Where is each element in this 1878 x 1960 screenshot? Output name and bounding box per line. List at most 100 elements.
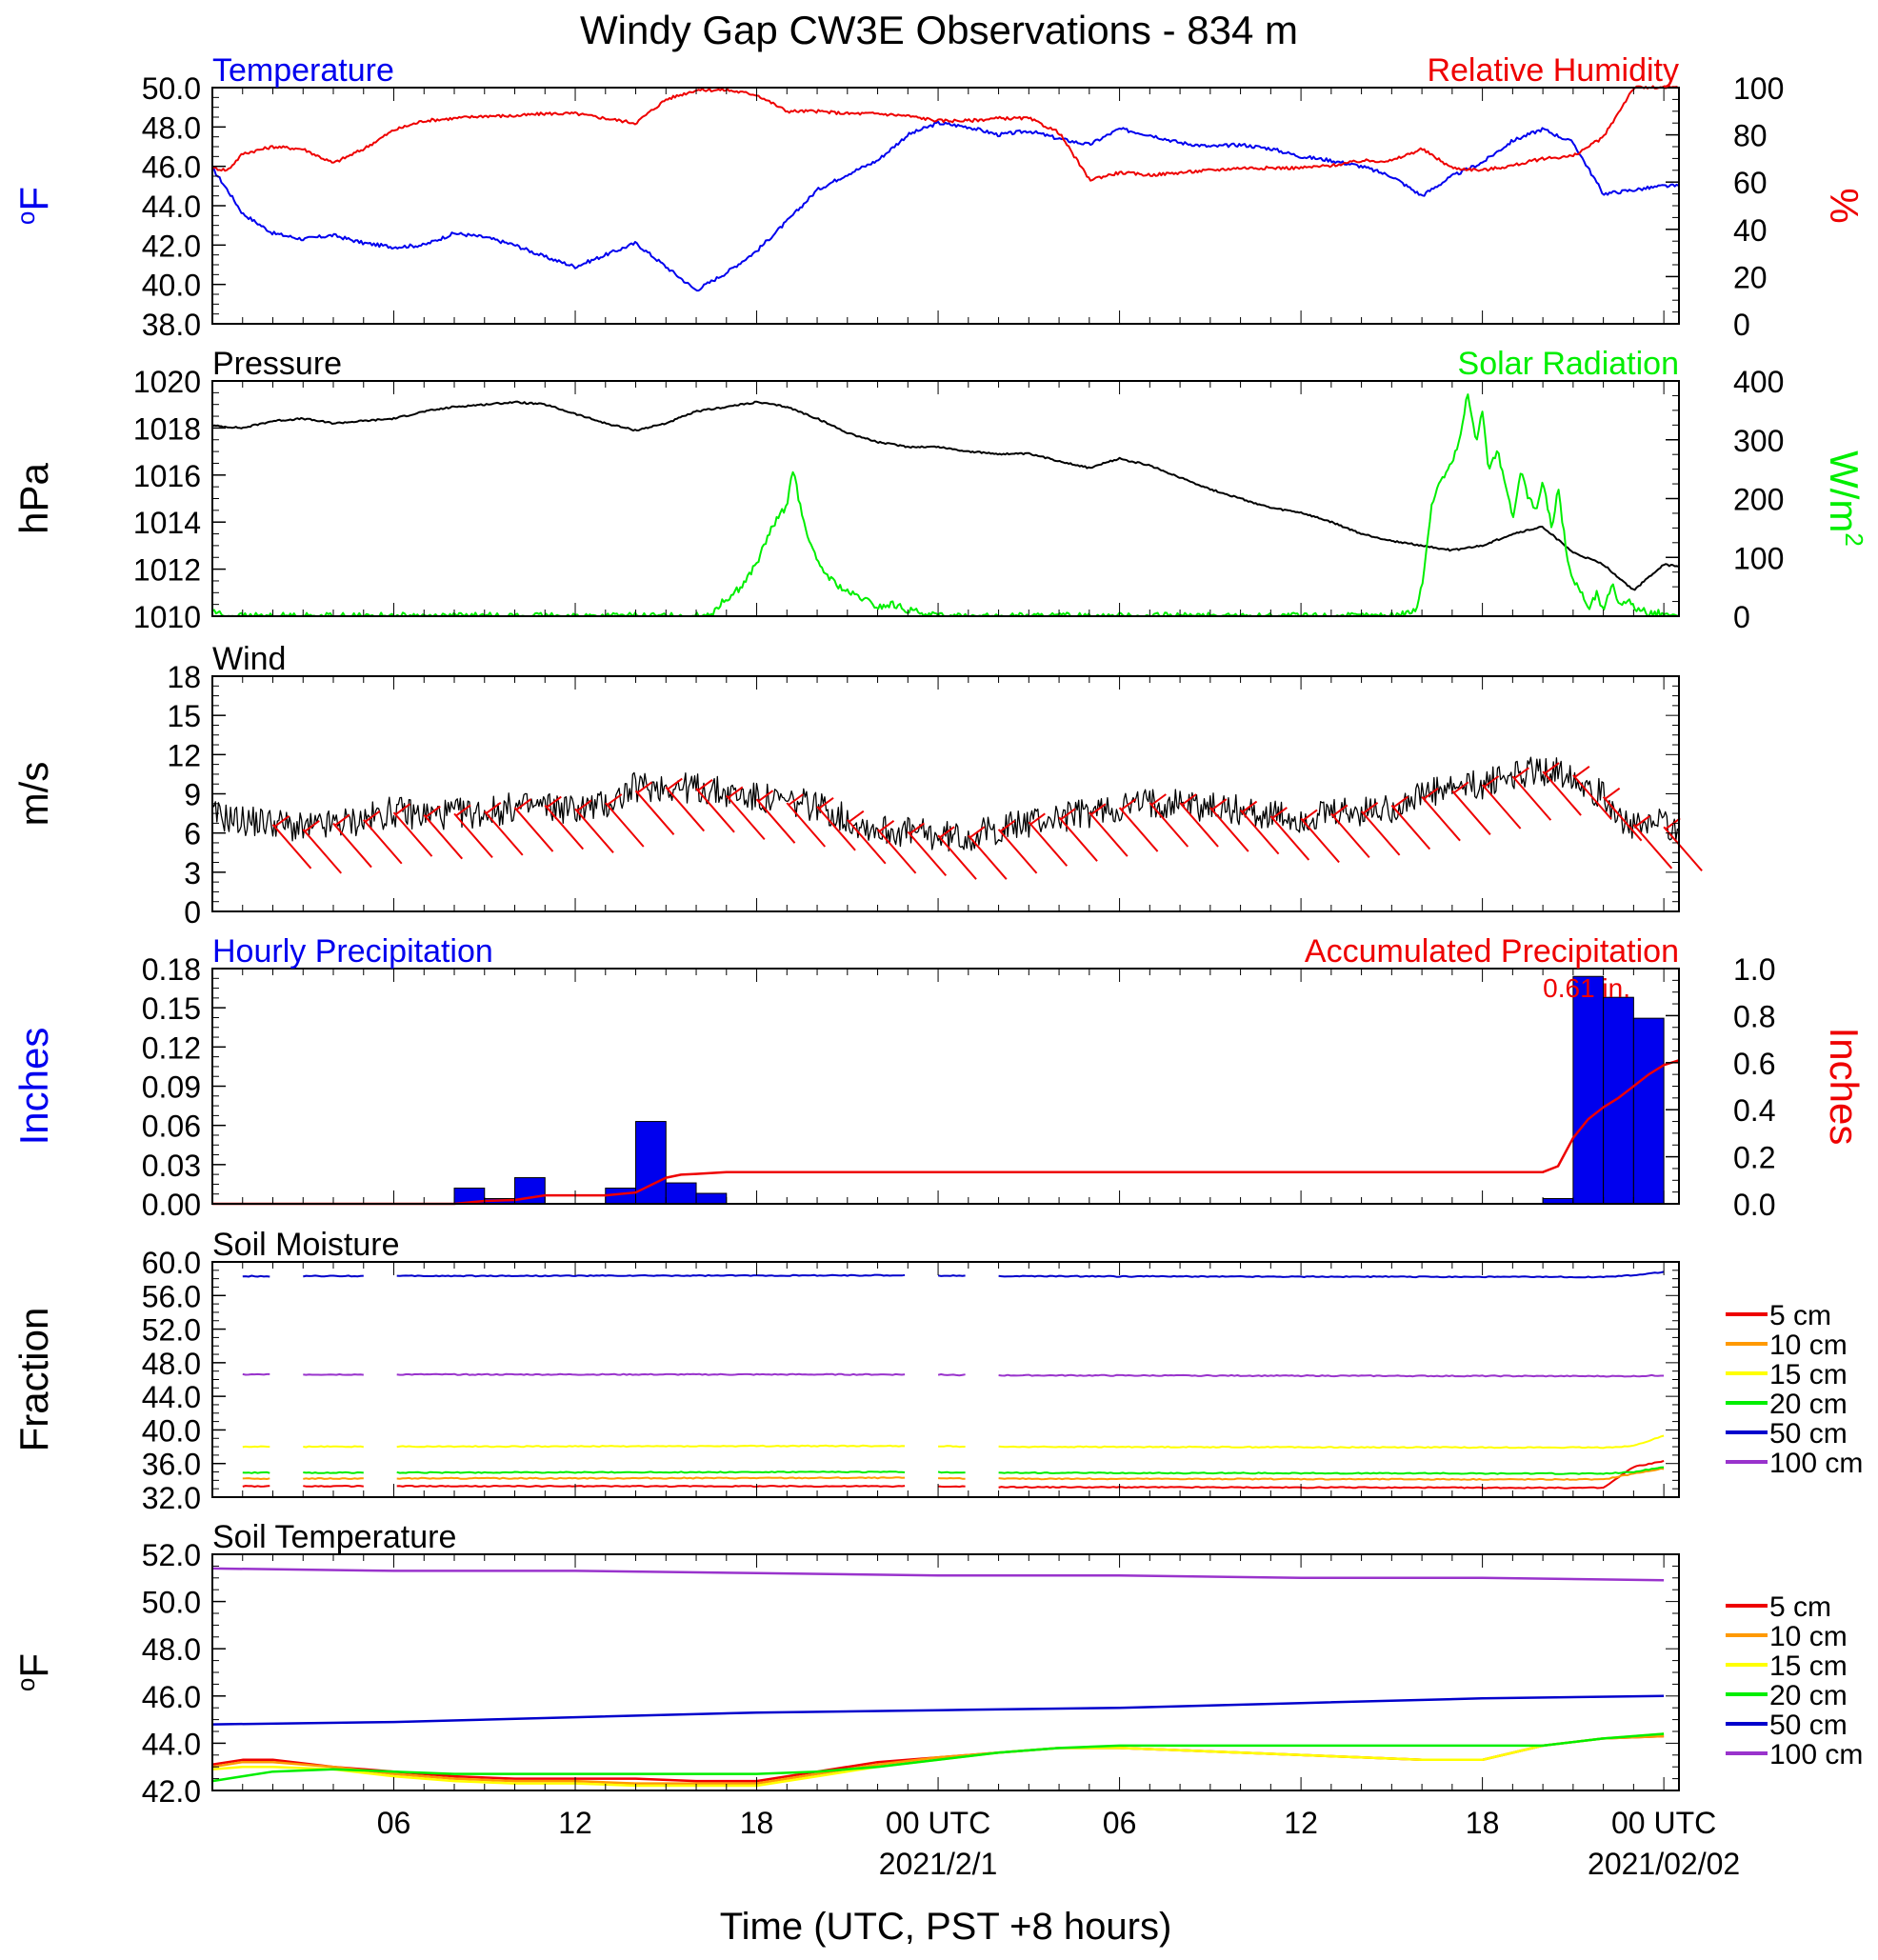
wind-barb-flag <box>486 802 502 814</box>
precip-total-annotation: 0.61 in. <box>1543 973 1630 1003</box>
temp_rh-y-left-tick-label: 44.0 <box>142 190 201 224</box>
precip-y-right-tick-label: 0.0 <box>1733 1188 1775 1222</box>
precip-frame <box>211 968 1680 1205</box>
soil-moisture-line <box>998 1434 1665 1450</box>
wind-barb-flag <box>1605 787 1621 800</box>
pressure_solar-plot-area <box>211 393 1679 617</box>
soil_moisture-frame <box>211 1261 1680 1498</box>
precip-right-title: Accumulated Precipitation <box>1305 933 1679 970</box>
pressure_solar-y-right-tick-label: 100 <box>1733 541 1784 575</box>
pressure_solar-y-axis-label: hPa <box>11 462 56 533</box>
wind-plot-area <box>211 756 1703 880</box>
soil_temp-y-left-tick-label: 48.0 <box>142 1632 201 1667</box>
precip-y-left-tick-label: 0.12 <box>142 1030 201 1065</box>
wind-barb-flag <box>1513 767 1529 779</box>
soil-temp-legend-label: 100 cm <box>1769 1739 1863 1770</box>
precip-y-left-tick-label: 0.15 <box>142 991 201 1026</box>
soil-moisture-line <box>303 1477 364 1480</box>
wind-barb <box>726 794 766 841</box>
soil-temp-legend-label: 10 cm <box>1769 1621 1848 1652</box>
soil-temp-line <box>211 1567 1665 1582</box>
pressure_solar-y-left-tick-label: 1018 <box>133 411 201 446</box>
wind-barb <box>1663 826 1703 871</box>
soil-moisture-line <box>242 1274 270 1278</box>
pressure_solar-y-left-tick-label: 1010 <box>133 600 201 634</box>
soil-moisture-line <box>937 1470 966 1474</box>
temp_rh-y-right-tick-label: 0 <box>1733 308 1750 342</box>
wind-barb <box>332 822 372 869</box>
wind-barb <box>605 802 645 848</box>
soil_moisture-y-axis-label: Fraction <box>11 1308 56 1452</box>
precip-bar <box>1603 996 1634 1205</box>
wind-barb-flag <box>334 813 350 827</box>
precip-y-axis-label-right: Inches <box>1822 1028 1867 1146</box>
wind-barb-flag <box>969 826 986 839</box>
x-tick-label: 06 <box>377 1806 411 1840</box>
precip-bar <box>1632 1017 1665 1205</box>
temp_rh-plot-area <box>211 85 1679 292</box>
temp_rh-y-left-tick-label: 48.0 <box>142 110 201 145</box>
soil_moisture-y-left-tick-label: 36.0 <box>142 1448 201 1482</box>
wind-speed-line <box>211 756 1680 852</box>
pressure_solar-y-right-tick-label: 200 <box>1733 483 1784 517</box>
wind-barb <box>1149 802 1189 848</box>
soil-moisture-legend-label: 5 cm <box>1769 1300 1831 1331</box>
wind-barb-flag <box>939 826 955 839</box>
soil-moisture-line <box>938 1477 966 1480</box>
precip-bar <box>665 1182 697 1205</box>
wind-y-left-tick-label: 18 <box>167 660 201 694</box>
wind-barb <box>271 824 312 870</box>
wind-barb-flag <box>1302 809 1318 822</box>
soil-moisture-legend-label: 100 cm <box>1769 1448 1863 1479</box>
wind-barb <box>816 806 856 851</box>
wind-y-axis-label: m/s <box>11 762 56 827</box>
precip-y-left-tick-label: 0.03 <box>142 1149 201 1183</box>
wind-barb-flag <box>818 796 834 810</box>
soil-moisture-line <box>998 1373 1665 1378</box>
pressure_solar-left-title: Pressure <box>212 346 342 382</box>
wind-barb-flag <box>1241 800 1258 813</box>
soil-moisture-line <box>303 1445 365 1449</box>
soil_moisture-y-left-tick-label: 32.0 <box>142 1481 201 1515</box>
soil_moisture-y-left-tick-label: 56.0 <box>142 1279 201 1313</box>
soil-moisture-line <box>938 1485 966 1489</box>
temp_rh-y-right-tick-label: 20 <box>1733 260 1768 294</box>
wind-barb-flag <box>697 778 713 791</box>
wind-barb <box>1360 810 1401 856</box>
wind-barb <box>876 829 917 874</box>
pressure_solar-y-right-tick-label: 400 <box>1733 365 1784 399</box>
pressure_solar-y-left-tick-label: 1020 <box>133 365 201 399</box>
soil-moisture-legend-label: 50 cm <box>1769 1418 1848 1450</box>
soil-moisture-line <box>303 1373 364 1376</box>
wind-barb-flag <box>757 790 774 803</box>
wind-barb-flag <box>636 781 653 794</box>
pressure_solar-y-right-tick-label: 0 <box>1733 600 1750 634</box>
soil_moisture-y-left-tick-label: 44.0 <box>142 1380 201 1414</box>
wind-barb <box>968 834 1008 880</box>
wind-barb-flag <box>1211 798 1228 810</box>
soil-moisture-line <box>303 1485 364 1488</box>
wind-y-left-tick-label: 15 <box>167 699 201 733</box>
wind-barb-flag <box>1060 808 1076 821</box>
chart-title: Windy Gap CW3E Observations - 834 m <box>580 8 1298 52</box>
temp_rh-series-line <box>211 85 1679 182</box>
wind-barb-flag <box>455 804 471 817</box>
pressure_solar-series-line <box>211 400 1679 591</box>
wind-barb <box>1511 775 1552 821</box>
soil-moisture-line <box>396 1470 906 1474</box>
soil-moisture-line <box>303 1470 364 1474</box>
wind-barb <box>665 786 706 832</box>
soil-temp-line <box>211 1694 1665 1726</box>
panel-wind: 0 3 6 9 12 15 18 Wind m/s <box>11 641 1703 930</box>
temp_rh-y-left-tick-label: 40.0 <box>142 269 201 303</box>
soil-temp-line <box>211 1732 1665 1783</box>
soil-moisture-line <box>998 1468 1665 1481</box>
wind-barb <box>1390 804 1431 850</box>
precip-y-axis-label: Inches <box>11 1028 56 1146</box>
soil_moisture-plot-area <box>242 1270 1665 1490</box>
soil-temp-legend-label: 5 cm <box>1769 1591 1831 1623</box>
wind-barb <box>1118 807 1159 852</box>
wind-barb-flag <box>878 820 895 832</box>
x-tick-label: 18 <box>740 1806 774 1840</box>
temp_rh-y-right-tick-label: 40 <box>1733 213 1768 248</box>
